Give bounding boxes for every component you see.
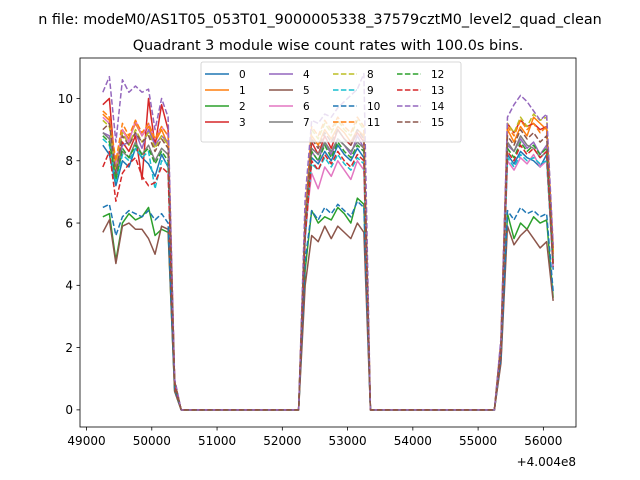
x-axis: 49000 50000 51000 52000 53000 54000 55000 56000 [67, 427, 562, 448]
y-tick-label: 6 [65, 216, 73, 230]
x-tick-label: 55000 [459, 434, 497, 448]
x-tick-label: 49000 [67, 434, 105, 448]
x-tick-label: 52000 [263, 434, 301, 448]
x-offset-label: +4.004e8 [517, 455, 576, 469]
legend-label-15: 15 [431, 117, 444, 129]
axes-frame [79, 57, 577, 428]
legend-label-9: 9 [367, 85, 374, 97]
legend-label-2: 2 [239, 101, 246, 113]
legend-label-8: 8 [367, 69, 374, 81]
y-axis: 0 2 4 6 8 10 [58, 92, 80, 417]
legend-label-7: 7 [303, 117, 310, 129]
legend-box [200, 61, 462, 143]
y-tick-label: 4 [65, 279, 73, 293]
legend-label-4: 4 [303, 69, 310, 81]
y-tick-label: 2 [65, 341, 73, 355]
legend-label-5: 5 [303, 85, 310, 97]
x-tick-label: 53000 [328, 434, 366, 448]
x-tick-label: 56000 [524, 434, 562, 448]
legend-label-12: 12 [431, 69, 444, 81]
legend-label-10: 10 [367, 101, 380, 113]
legend-label-11: 11 [367, 117, 380, 129]
y-tick-label: 10 [58, 92, 73, 106]
y-tick-label: 8 [65, 154, 73, 168]
figure-suptitle: n file: modeM0/AS1T05_053T01_9000005338_… [38, 12, 602, 28]
x-tick-label: 51000 [198, 434, 236, 448]
legend-label-6: 6 [303, 101, 310, 113]
y-tick-label: 0 [65, 403, 73, 417]
chart-title: Quadrant 3 module wise count rates with … [133, 38, 524, 54]
legend-label-14: 14 [431, 101, 445, 113]
x-tick-label: 50000 [133, 434, 171, 448]
legend-label-13: 13 [431, 85, 444, 97]
x-tick-label: 54000 [394, 434, 432, 448]
legend-label-3: 3 [239, 117, 246, 129]
legend-label-0: 0 [239, 69, 246, 81]
legend-label-1: 1 [239, 85, 246, 97]
